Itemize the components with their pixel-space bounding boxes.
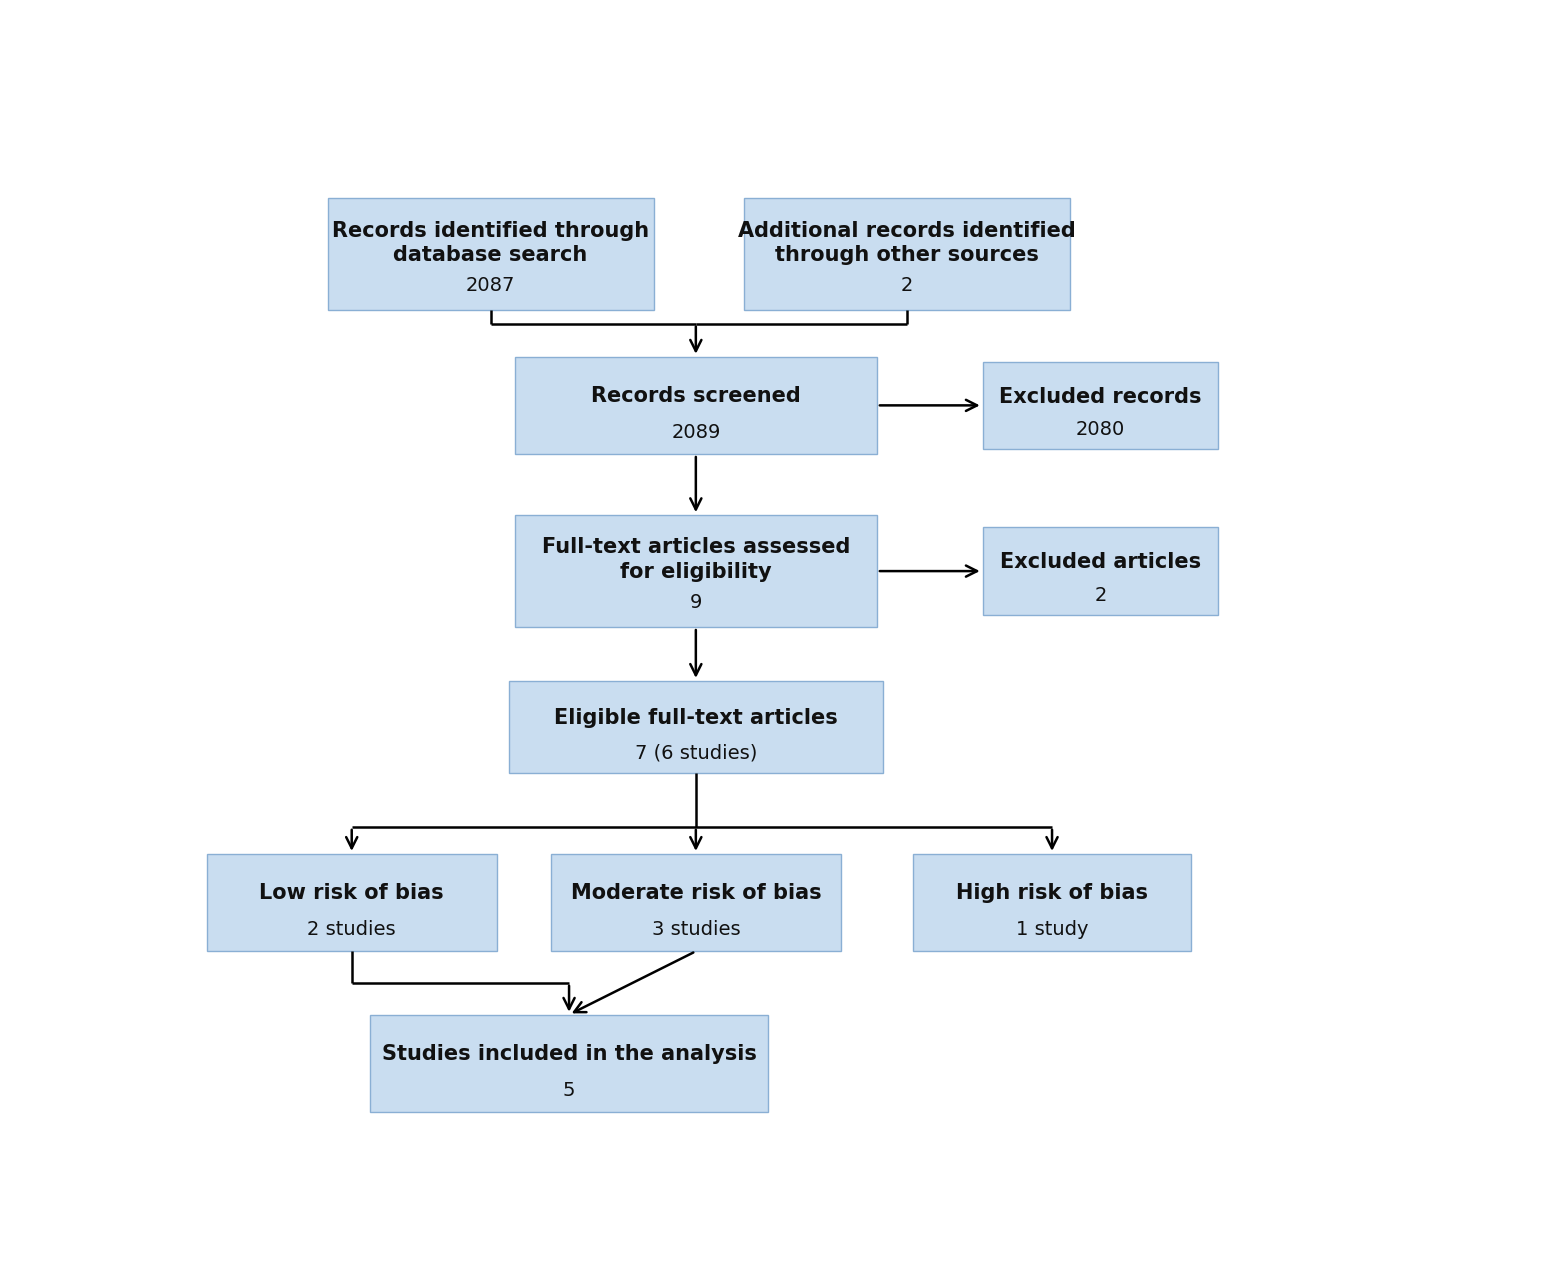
Text: Low risk of bias: Low risk of bias	[259, 882, 444, 903]
Text: 7 (6 studies): 7 (6 studies)	[634, 743, 757, 762]
Text: 2080: 2080	[1075, 420, 1125, 439]
Text: 2: 2	[1094, 586, 1106, 605]
Text: 2: 2	[901, 276, 913, 295]
FancyBboxPatch shape	[207, 853, 497, 951]
FancyBboxPatch shape	[369, 1014, 768, 1112]
FancyBboxPatch shape	[913, 853, 1190, 951]
Text: Studies included in the analysis: Studies included in the analysis	[382, 1043, 757, 1063]
FancyBboxPatch shape	[327, 199, 654, 310]
FancyBboxPatch shape	[552, 853, 841, 951]
Text: Excluded articles: Excluded articles	[1000, 552, 1201, 572]
FancyBboxPatch shape	[745, 199, 1070, 310]
Text: 9: 9	[690, 592, 703, 611]
Text: Records identified through
database search: Records identified through database sear…	[332, 220, 650, 266]
FancyBboxPatch shape	[983, 362, 1218, 449]
Text: 5: 5	[562, 1081, 575, 1100]
Text: Additional records identified
through other sources: Additional records identified through ot…	[738, 220, 1077, 266]
FancyBboxPatch shape	[514, 515, 877, 627]
FancyBboxPatch shape	[983, 527, 1218, 615]
FancyBboxPatch shape	[514, 357, 877, 454]
Text: 2087: 2087	[466, 276, 516, 295]
Text: Moderate risk of bias: Moderate risk of bias	[570, 882, 821, 903]
Text: 2089: 2089	[671, 423, 720, 442]
Text: Records screened: Records screened	[590, 386, 801, 405]
Text: Excluded records: Excluded records	[999, 386, 1201, 406]
FancyBboxPatch shape	[508, 681, 883, 774]
Text: Full-text articles assessed
for eligibility: Full-text articles assessed for eligibil…	[542, 538, 851, 582]
Text: 2 studies: 2 studies	[307, 920, 396, 939]
Text: Eligible full-text articles: Eligible full-text articles	[555, 708, 838, 728]
Text: 1 study: 1 study	[1016, 920, 1089, 939]
Text: 3 studies: 3 studies	[651, 920, 740, 939]
Text: High risk of bias: High risk of bias	[957, 882, 1148, 903]
